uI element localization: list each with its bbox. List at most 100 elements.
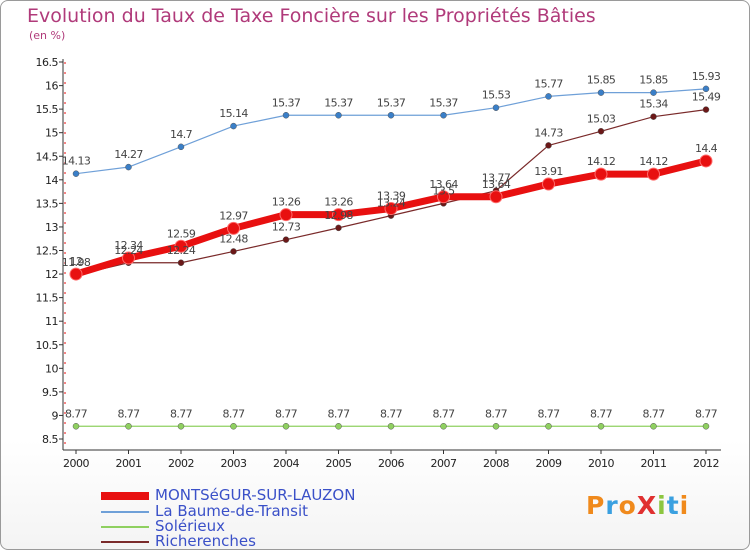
data-point bbox=[335, 423, 342, 430]
data-label: 13.64 bbox=[482, 178, 511, 191]
data-point bbox=[174, 239, 188, 253]
x-tick-label: 2000 bbox=[63, 457, 89, 470]
legend-swatch bbox=[101, 540, 149, 543]
data-label: 8.77 bbox=[485, 407, 508, 420]
data-point bbox=[440, 423, 447, 430]
data-label: 13.26 bbox=[272, 196, 301, 209]
data-point bbox=[72, 170, 80, 177]
logo-letter: r bbox=[605, 491, 619, 520]
y-tick-label: 15.5 bbox=[36, 103, 59, 116]
data-label: 15.14 bbox=[219, 107, 248, 120]
legend-label: Solérieux bbox=[155, 517, 226, 535]
data-label: 14.7 bbox=[170, 128, 193, 141]
x-tick-label: 2002 bbox=[168, 457, 194, 470]
data-point bbox=[282, 423, 290, 430]
legend-label: Richerenches bbox=[155, 532, 256, 550]
data-label: 15.03 bbox=[587, 112, 616, 125]
data-label: 8.77 bbox=[695, 407, 718, 420]
logo-letter: P bbox=[586, 491, 606, 520]
data-label: 13.26 bbox=[324, 196, 353, 209]
data-point bbox=[440, 112, 447, 119]
logo-letter: i bbox=[657, 491, 667, 520]
y-tick-label: 9 bbox=[52, 409, 59, 422]
x-tick-label: 2004 bbox=[273, 457, 299, 470]
x-tick-label: 2005 bbox=[326, 457, 352, 470]
data-point bbox=[489, 190, 503, 204]
data-label: 13.77 bbox=[482, 172, 511, 185]
data-point bbox=[597, 128, 605, 135]
chart-title: Evolution du Taux de Taxe Foncière sur l… bbox=[27, 5, 596, 27]
data-label: 15.85 bbox=[587, 74, 616, 87]
x-tick-label: 2001 bbox=[116, 457, 142, 470]
legend-item-montsegur[interactable]: MONTSéGUR-SUR-LAUZON bbox=[101, 487, 355, 503]
data-label: 15.37 bbox=[324, 96, 353, 109]
data-label: 15.37 bbox=[377, 96, 406, 109]
data-label: 14.13 bbox=[62, 155, 91, 168]
data-point bbox=[335, 112, 342, 119]
data-point bbox=[702, 85, 710, 93]
y-tick-label: 8.5 bbox=[42, 433, 58, 446]
data-point bbox=[122, 251, 135, 265]
logo-letter: i bbox=[679, 491, 690, 520]
data-point bbox=[230, 423, 237, 430]
data-label: 15.85 bbox=[639, 74, 668, 87]
y-tick-label: 11.5 bbox=[36, 292, 59, 305]
data-label: 12.97 bbox=[219, 209, 248, 222]
data-label: 13.39 bbox=[377, 190, 406, 203]
data-label: 12.24 bbox=[167, 244, 196, 257]
data-point bbox=[177, 143, 185, 151]
data-point bbox=[282, 236, 290, 243]
legend-item-richerenches[interactable]: Richerenches bbox=[101, 533, 256, 549]
legend-swatch bbox=[101, 525, 149, 528]
data-point bbox=[177, 259, 185, 267]
y-tick-label: 13 bbox=[45, 221, 58, 234]
y-tick-label: 13.5 bbox=[36, 197, 59, 210]
data-label: 14.12 bbox=[639, 155, 668, 168]
data-point bbox=[542, 177, 555, 191]
data-point bbox=[387, 423, 395, 430]
x-tick-label: 2009 bbox=[536, 457, 562, 470]
data-label: 8.77 bbox=[642, 407, 665, 420]
data-point bbox=[492, 423, 500, 430]
legend-item-solerieux[interactable]: Solérieux bbox=[101, 518, 225, 534]
data-point bbox=[384, 202, 398, 216]
legend-swatch bbox=[101, 491, 149, 500]
y-tick-label: 16.5 bbox=[36, 56, 59, 69]
data-label: 13.64 bbox=[429, 178, 458, 191]
data-label: 12.48 bbox=[219, 232, 248, 245]
data-label: 15.37 bbox=[272, 96, 301, 109]
data-point bbox=[69, 267, 83, 281]
legend-item-la-baume[interactable]: La Baume-de-Transit bbox=[101, 503, 308, 519]
data-point bbox=[230, 248, 237, 255]
data-label: 8.77 bbox=[327, 407, 350, 420]
unit-label: (en %) bbox=[29, 29, 66, 42]
data-label: 15.34 bbox=[639, 98, 668, 111]
data-label: 12.24 bbox=[114, 244, 143, 257]
data-point bbox=[282, 112, 290, 119]
x-tick-label: 2006 bbox=[378, 457, 404, 470]
data-label: 8.77 bbox=[170, 407, 193, 420]
legend-swatch bbox=[101, 510, 149, 513]
data-label: 13.5 bbox=[432, 184, 455, 197]
data-label: 15.77 bbox=[534, 77, 563, 90]
y-tick-label: 14 bbox=[45, 174, 58, 187]
data-point bbox=[227, 221, 240, 235]
data-label: 15.93 bbox=[692, 70, 721, 83]
proxiti-logo: ProXiti bbox=[586, 491, 689, 520]
data-point bbox=[545, 93, 552, 100]
data-label: 11.98 bbox=[62, 256, 91, 269]
data-label: 12.73 bbox=[272, 221, 301, 234]
y-tick-label: 15 bbox=[45, 127, 58, 140]
data-point bbox=[650, 89, 657, 96]
axes: 8.5 9 9.5 10 10.5 11 11.5 12 12.5 13 13.5 14 14.5 15 1… bbox=[36, 56, 721, 470]
data-label: 8.77 bbox=[275, 407, 298, 420]
data-label: 8.77 bbox=[117, 407, 140, 420]
data-point bbox=[650, 423, 657, 430]
x-tick-label: 2011 bbox=[641, 457, 667, 470]
data-point bbox=[387, 112, 395, 119]
data-point bbox=[230, 122, 237, 130]
y-tick-label: 9.5 bbox=[42, 386, 58, 399]
data-point bbox=[594, 167, 608, 181]
